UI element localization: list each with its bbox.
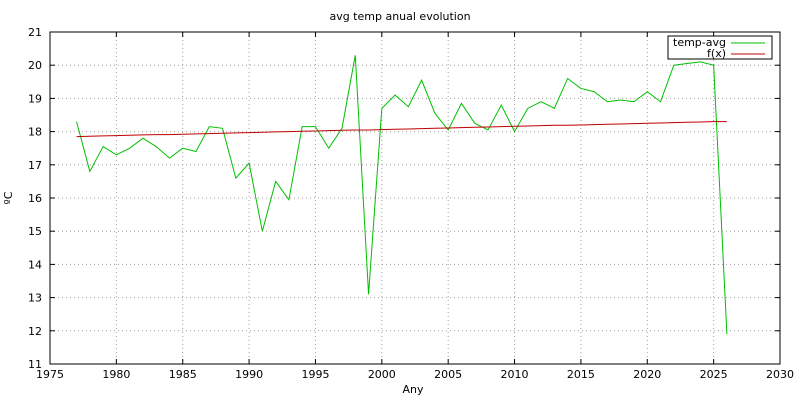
y-tick-label: 16 xyxy=(28,192,42,205)
legend-box xyxy=(667,35,773,60)
y-tick-label: 21 xyxy=(28,26,42,39)
x-tick-label: 2025 xyxy=(700,368,728,381)
legend-label-temp-avg: temp-avg xyxy=(673,36,726,49)
x-tick-label: 1980 xyxy=(102,368,130,381)
x-tick-label: 2020 xyxy=(633,368,661,381)
y-tick-label: 13 xyxy=(28,292,42,305)
legend: temp-avg f(x) xyxy=(667,35,773,60)
y-tick-label: 18 xyxy=(28,126,42,139)
y-axis-label: ºC xyxy=(2,191,15,204)
x-tick-label: 2005 xyxy=(434,368,462,381)
y-tick-label: 20 xyxy=(28,59,42,72)
x-tick-label: 2030 xyxy=(766,368,794,381)
y-tick-label: 15 xyxy=(28,225,42,238)
y-tick-label: 12 xyxy=(28,325,42,338)
series-lines xyxy=(76,55,728,335)
x-tick-label: 2015 xyxy=(567,368,595,381)
series-line-temp-avg xyxy=(76,55,728,335)
axis-ticks: 1975 1980 1985 1990 1995 2000 2005 2010 2015 2020… xyxy=(28,26,794,381)
series-line-f-x xyxy=(76,121,727,138)
x-axis-label: Any xyxy=(402,383,423,396)
y-tick-label: 17 xyxy=(28,159,42,172)
y-tick-label: 14 xyxy=(28,258,42,271)
y-tick-label: 19 xyxy=(28,92,42,105)
x-tick-label: 2010 xyxy=(501,368,529,381)
y-tick-label: 11 xyxy=(28,358,42,371)
x-tick-label: 1985 xyxy=(169,368,197,381)
chart-title: avg temp anual evolution xyxy=(329,10,470,23)
x-tick-label: 1995 xyxy=(301,368,329,381)
legend-label-fx: f(x) xyxy=(707,47,726,60)
gridlines xyxy=(50,32,780,364)
x-tick-label: 2000 xyxy=(368,368,396,381)
x-tick-label: 1975 xyxy=(36,368,64,381)
x-tick-label: 1990 xyxy=(235,368,263,381)
